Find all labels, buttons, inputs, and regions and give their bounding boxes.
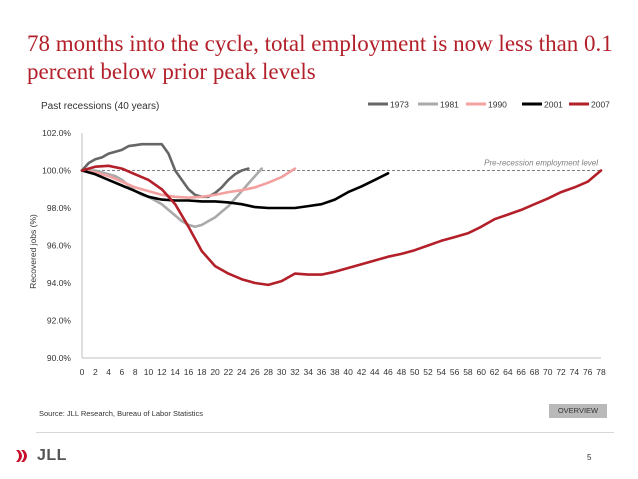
x-tick-label: 20 [210, 367, 220, 377]
x-tick-label: 66 [516, 367, 526, 377]
y-tick-label: 94.0% [47, 278, 72, 288]
x-tick-label: 26 [250, 367, 260, 377]
legend-label-1981: 1981 [440, 100, 459, 110]
x-tick-label: 10 [144, 367, 154, 377]
x-tick-label: 4 [106, 367, 111, 377]
x-tick-label: 24 [237, 367, 247, 377]
x-tick-label: 2 [93, 367, 98, 377]
x-tick-label: 40 [343, 367, 353, 377]
chart-subtitle: Past recessions (40 years) [41, 101, 160, 112]
series-line-2007 [80, 164, 603, 287]
jll-logo-icon [16, 450, 27, 462]
x-tick-label: 78 [596, 367, 606, 377]
x-tick-label: 62 [490, 367, 500, 377]
y-tick-label: 96.0% [47, 241, 72, 251]
x-tick-label: 46 [383, 367, 393, 377]
x-tick-label: 76 [583, 367, 593, 377]
x-tick-label: 34 [303, 367, 313, 377]
legend-label-1973: 1973 [390, 100, 409, 110]
x-tick-label: 14 [170, 367, 180, 377]
x-tick-label: 70 [543, 367, 553, 377]
legend-label-1990: 1990 [488, 100, 507, 110]
logo-text: JLL [37, 447, 67, 464]
x-tick-label: 30 [277, 367, 287, 377]
series-line-2001 [80, 169, 390, 210]
x-tick-label: 16 [184, 367, 194, 377]
footer-divider [36, 432, 614, 433]
series-line-1973 [80, 142, 250, 199]
source-note: Source: JLL Research, Bureau of Labor St… [39, 409, 203, 418]
x-tick-label: 74 [570, 367, 580, 377]
x-tick-label: 68 [530, 367, 540, 377]
chart-legend: 1973 1981 1990 2001 2007 [368, 100, 610, 110]
chart-axes: 90.0% 92.0% 94.0% 96.0% 98.0% 100.0% 102.0% Rec… [28, 128, 606, 377]
x-tick-label: 60 [476, 367, 486, 377]
x-tick-label: 18 [197, 367, 207, 377]
y-tick-label: 98.0% [47, 203, 72, 213]
x-tick-label: 56 [450, 367, 460, 377]
series-line-1990 [80, 167, 297, 199]
y-axis-label: Recovered jobs (%) [28, 214, 38, 289]
x-tick-label: 32 [290, 367, 300, 377]
x-tick-label: 36 [317, 367, 327, 377]
x-tick-label: 8 [133, 367, 138, 377]
x-tick-label: 54 [437, 367, 447, 377]
x-tick-label: 28 [264, 367, 274, 377]
x-tick-label: 22 [224, 367, 234, 377]
y-tick-label: 92.0% [47, 316, 72, 326]
overview-tag[interactable]: OVERVIEW [549, 404, 607, 418]
reference-line-label: Pre-recession employment level [484, 159, 598, 168]
x-tick-label: 64 [503, 367, 513, 377]
x-tick-label: 52 [423, 367, 433, 377]
x-tick-label: 72 [556, 367, 566, 377]
y-tick-label: 102.0% [42, 128, 71, 138]
legend-label-2001: 2001 [544, 100, 563, 110]
x-tick-label: 48 [397, 367, 407, 377]
legend-label-2007: 2007 [591, 100, 610, 110]
x-tick-label: 42 [357, 367, 367, 377]
x-tick-label: 50 [410, 367, 420, 377]
slide-title: 78 months into the cycle, total employme… [27, 31, 613, 84]
reference-line-group: Pre-recession employment level [82, 159, 601, 171]
x-tick-label: 0 [80, 367, 85, 377]
page-number: 5 [587, 453, 592, 462]
x-tick-label: 6 [120, 367, 125, 377]
x-tick-label: 58 [463, 367, 473, 377]
x-tick-label: 44 [370, 367, 380, 377]
y-tick-label: 100.0% [42, 166, 71, 176]
x-tick-label: 12 [157, 367, 167, 377]
series-group [80, 142, 603, 287]
jll-logo: JLL [14, 446, 67, 466]
y-tick-label: 90.0% [47, 353, 72, 363]
x-tick-label: 38 [330, 367, 340, 377]
